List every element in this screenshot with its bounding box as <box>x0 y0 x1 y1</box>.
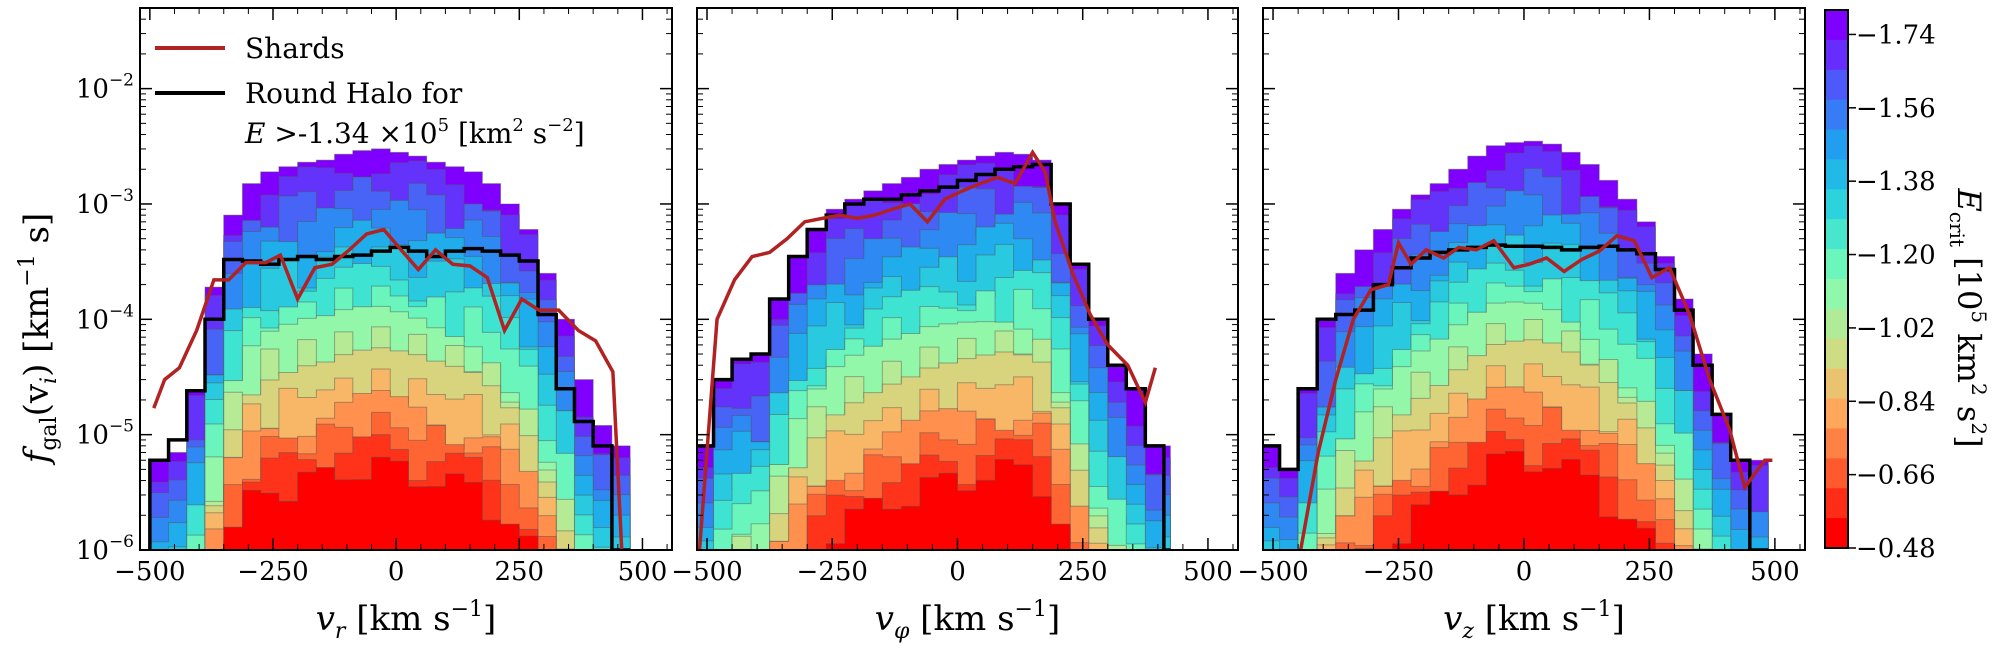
round-halo-line-vz <box>1263 243 1769 550</box>
colorbar-tick-label: −1.20 <box>1856 241 1936 271</box>
histogram-bands-vr <box>149 148 631 550</box>
x-tick-label: −500 <box>1237 557 1308 587</box>
colorbar-segment <box>1825 488 1848 519</box>
x-tick-label: 0 <box>388 557 405 587</box>
legend: Shards Round Halo for E >-1.34 ×105 [km2… <box>155 32 585 150</box>
x-tick-label: 500 <box>618 557 668 587</box>
x-tick-label: −250 <box>237 557 308 587</box>
x-tick-label: 0 <box>1516 557 1533 587</box>
colorbar-tick-label: −1.56 <box>1856 94 1936 124</box>
y-tick-label: 10−2 <box>76 71 134 105</box>
colorbar-tick-label: −0.48 <box>1856 534 1936 564</box>
axes-frame-vr <box>139 7 673 551</box>
round-halo-line-vphi <box>697 162 1171 550</box>
panel-vphi: −500 −250 0 250 500 vφ [km s−1] <box>671 7 1239 644</box>
colorbar-segment <box>1825 69 1848 101</box>
colorbar-segment <box>1825 338 1848 370</box>
shards-line-vz <box>1298 233 1773 550</box>
y-axis-label: fgal(vi) [km−1 s] <box>15 213 62 467</box>
x-tick-label: −500 <box>671 557 742 587</box>
histogram-bands-vz <box>1263 140 1769 550</box>
band-level-15 <box>1263 450 1769 550</box>
colorbar-segment <box>1825 189 1848 220</box>
colorbar-tick-label: −0.66 <box>1856 461 1936 491</box>
colorbar-tick-label: −0.84 <box>1856 387 1936 417</box>
colorbar-tick-label: −1.02 <box>1856 314 1936 344</box>
x-tick-label: 250 <box>494 557 544 587</box>
colorbar-segment <box>1825 39 1848 71</box>
x-tick-label: −250 <box>1363 557 1434 587</box>
legend-halo-label-line1: Round Halo for <box>245 77 463 110</box>
x-tick-label: 250 <box>1058 557 1108 587</box>
y-tick-label: 10−4 <box>76 301 134 335</box>
colorbar-segment <box>1825 10 1848 41</box>
x-tick-label: 250 <box>1625 557 1675 587</box>
colorbar-segment <box>1825 129 1848 160</box>
y-tick-label: 10−5 <box>76 417 134 451</box>
colorbar-segment <box>1825 99 1848 131</box>
colorbar: −1.74 −1.56 −1.38 −1.20 −1.02 −0.84 −0.66 −0.48 <box>1824 9 1936 564</box>
colorbar-segment <box>1825 368 1848 400</box>
colorbar-segment <box>1825 458 1848 489</box>
panel-vr: −500 −250 0 250 500 10−6 10−5 10−4 10−3 10−2 vr [k… <box>76 7 673 644</box>
panel-vz: −500 −250 0 250 500 vz [km s−1] <box>1237 7 1806 644</box>
legend-shards-label: Shards <box>245 32 345 65</box>
y-tick-label: 10−6 <box>76 532 134 566</box>
colorbar-segment <box>1825 428 1848 459</box>
x-tick-label: 500 <box>1750 557 1800 587</box>
colorbar-segment <box>1825 398 1848 429</box>
band-level-15 <box>149 456 631 550</box>
x-tick-label: 500 <box>1183 557 1233 587</box>
colorbar-segment <box>1825 308 1848 340</box>
axes-frame-vz <box>1262 7 1806 551</box>
x-axis-label-vz: vz [km s−1] <box>1443 597 1625 644</box>
x-tick-label: 0 <box>949 557 966 587</box>
colorbar-segment <box>1825 249 1848 280</box>
colorbar-segment <box>1825 518 1848 549</box>
colorbar-tick-label: −1.74 <box>1856 20 1936 50</box>
colorbar-frame <box>1824 9 1849 549</box>
colorbar-label: Ecrit [105 km2 s2] <box>1945 187 1991 447</box>
x-axis-label-vphi: vφ [km s−1] <box>875 597 1061 644</box>
x-tick-label: −500 <box>114 557 185 587</box>
legend-halo-label-line2: E >-1.34 ×105 [km2 s−2] <box>244 115 585 150</box>
histogram-bands-vphi <box>697 151 1171 550</box>
band-level-15 <box>697 459 1171 550</box>
shards-line-vr <box>152 227 624 550</box>
colorbar-segment <box>1825 279 1848 310</box>
x-axis-label-vr: vr [km s−1] <box>316 597 497 644</box>
shards-line-vphi <box>697 148 1158 550</box>
axes-frame-vphi <box>696 7 1239 551</box>
x-tick-label: −250 <box>797 557 868 587</box>
colorbar-segment <box>1825 159 1848 190</box>
colorbar-segment <box>1825 219 1848 250</box>
colorbar-tick-label: −1.38 <box>1856 167 1936 197</box>
y-tick-label: 10−3 <box>76 186 134 220</box>
